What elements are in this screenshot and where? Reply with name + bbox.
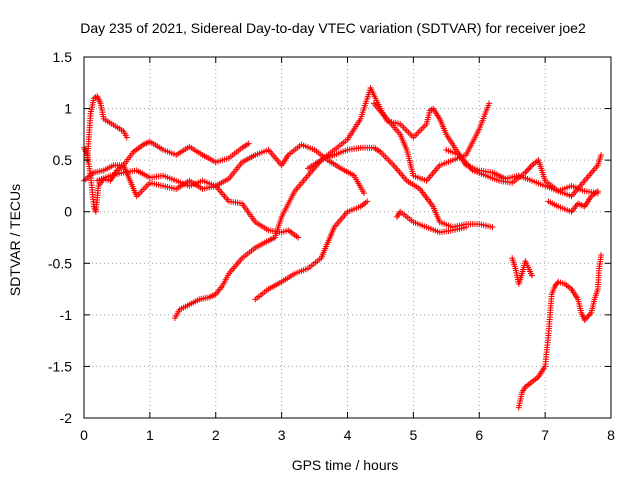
data-point	[554, 280, 561, 287]
data-point	[528, 272, 535, 279]
data-point	[526, 165, 533, 172]
data-point	[584, 314, 591, 321]
chart-title: Day 235 of 2021, Sidereal Day-to-day VTE…	[80, 20, 586, 36]
data-point	[486, 100, 493, 107]
y-tick-label: -2	[60, 410, 73, 426]
axis-ticks: 0 1 2 3 4 5 6 7 8 -2 -1.5 -1 -0.5 0 0.5 1 1.5	[48, 49, 615, 443]
y-tick-label: 1	[64, 101, 72, 117]
series-track-7	[304, 84, 601, 197]
series-track-2	[84, 93, 130, 164]
y-tick-label: 0.5	[53, 152, 73, 168]
data-point	[598, 151, 605, 158]
y-axis-label: SDTVAR / TECUs	[7, 184, 23, 296]
x-tick-label: 6	[475, 427, 483, 443]
x-tick-label: 0	[80, 427, 88, 443]
y-tick-label: -1.5	[48, 358, 72, 374]
data-point	[523, 168, 530, 175]
gridlines	[84, 57, 611, 418]
x-axis-label: GPS time / hours	[292, 457, 399, 473]
data-point	[581, 317, 588, 324]
series-track-1	[81, 141, 367, 215]
data-point	[364, 198, 371, 205]
y-tick-label: 1.5	[53, 49, 73, 65]
series-track-3	[81, 138, 252, 184]
data-point	[582, 315, 589, 322]
x-tick-label: 5	[409, 427, 417, 443]
x-tick-label: 1	[146, 427, 154, 443]
x-tick-label: 4	[344, 427, 352, 443]
data-point	[527, 163, 534, 170]
data-point	[594, 188, 601, 195]
data-point	[489, 224, 496, 231]
data-point	[245, 140, 252, 147]
series-track-6	[252, 198, 371, 303]
data-point	[360, 190, 367, 197]
x-tick-label: 8	[607, 427, 615, 443]
data-point	[522, 169, 529, 176]
x-tick-label: 3	[278, 427, 286, 443]
data-points	[81, 84, 605, 411]
series-track-12	[515, 252, 605, 411]
data-point	[295, 234, 302, 241]
x-tick-label: 7	[541, 427, 549, 443]
series-track-4	[94, 167, 302, 241]
data-point	[123, 134, 130, 141]
y-tick-label: -1	[60, 307, 73, 323]
series-track-10	[443, 146, 605, 200]
data-point	[586, 311, 593, 318]
series-track-9	[393, 208, 470, 236]
y-tick-label: 0	[64, 204, 72, 220]
y-tick-label: -0.5	[48, 255, 72, 271]
series-track-13	[545, 188, 601, 215]
series-track-11	[509, 255, 535, 287]
data-point	[463, 224, 470, 231]
data-point	[524, 166, 531, 173]
data-point	[585, 312, 592, 319]
data-point	[598, 252, 605, 259]
x-tick-label: 2	[212, 427, 220, 443]
